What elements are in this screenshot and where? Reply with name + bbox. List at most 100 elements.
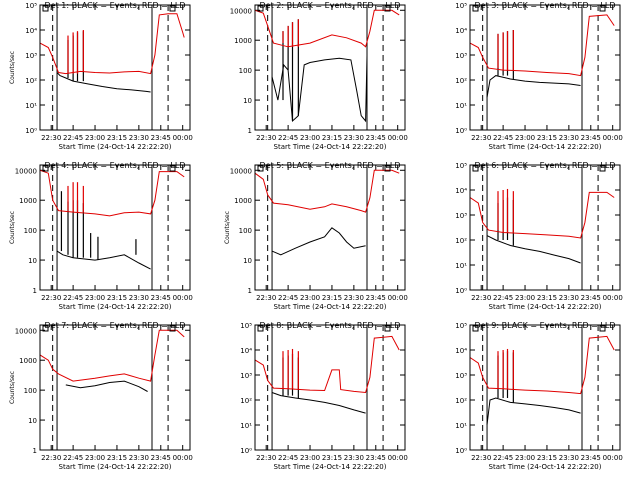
panel-det-1: Det 1: BLACK = Events, RED = LLD10⁰10¹10… [9, 1, 193, 151]
x-tick-label: 22:45 [278, 454, 298, 462]
x-tick-label: 23:45 [151, 134, 171, 142]
y-tick-label: 10³ [25, 52, 37, 60]
x-axis-label: Start Time (24-Oct-14 22:22:20) [59, 143, 172, 151]
series-lld-line [39, 169, 185, 217]
series-events-line [271, 227, 366, 256]
y-tick-label: 100 [24, 227, 37, 235]
x-axis-label: Start Time (24-Oct-14 22:22:20) [274, 303, 387, 311]
x-tick-label: 23:00 [85, 294, 105, 302]
x-tick-label: 23:15 [107, 134, 127, 142]
x-axis-label: Start Time (24-Oct-14 22:22:20) [274, 143, 387, 151]
y-tick-label: 10³ [455, 372, 467, 380]
y-tick-label: 10000 [230, 167, 252, 175]
corner-marker-box [42, 165, 49, 172]
panel-det-5: Det 5: BLACK = Events, RED = LLD11010010… [224, 161, 408, 311]
corner-marker-box [384, 325, 391, 332]
series-events-line [65, 380, 148, 392]
x-tick-label: 23:30 [559, 134, 579, 142]
plot-frame [39, 4, 191, 131]
corner-marker-box [599, 5, 606, 12]
y-tick-label: 10⁰ [455, 127, 467, 135]
x-tick-label: 23:15 [322, 294, 342, 302]
x-tick-label: 22:45 [278, 294, 298, 302]
y-tick-label: 1000 [19, 197, 37, 205]
corner-marker-box [472, 5, 479, 12]
series-lld-line [469, 335, 615, 395]
y-tick-label: 10¹ [25, 102, 37, 110]
corner-marker-box [384, 5, 391, 12]
y-tick-label: 1 [33, 287, 37, 295]
y-tick-label: 1 [33, 447, 37, 455]
x-tick-label: 23:45 [581, 134, 601, 142]
y-tick-label: 10⁰ [240, 447, 252, 455]
x-tick-label: 23:30 [344, 294, 364, 302]
plot-frame [469, 324, 621, 451]
series-lld-line [469, 14, 615, 77]
y-tick-label: 10³ [455, 52, 467, 60]
y-tick-label: 10² [455, 397, 467, 405]
y-tick-label: 10² [25, 77, 37, 85]
y-tick-label: 1000 [234, 197, 252, 205]
x-tick-label: 23:00 [515, 454, 535, 462]
x-tick-label: 23:30 [344, 134, 364, 142]
x-tick-label: 23:45 [151, 294, 171, 302]
series-lld-line [254, 9, 400, 48]
corner-marker-box [599, 165, 606, 172]
panel-det-7: Det 7: BLACK = Events, RED = LLD11010010… [9, 321, 193, 471]
y-tick-label: 10⁴ [455, 347, 467, 355]
x-tick-label: 00:00 [388, 454, 408, 462]
x-tick-label: 23:00 [515, 134, 535, 142]
x-tick-label: 22:45 [63, 454, 83, 462]
x-tick-label: 22:30 [256, 454, 276, 462]
x-tick-label: 22:45 [278, 134, 298, 142]
corner-marker-box [599, 325, 606, 332]
corner-marker-box [169, 325, 176, 332]
panel-det-9: Det 9: BLACK = Events, RED = LLD10⁰10¹10… [455, 321, 623, 471]
x-axis-label: Start Time (24-Oct-14 22:22:20) [59, 463, 172, 471]
y-tick-label: 10000 [15, 167, 37, 175]
x-tick-label: 23:30 [559, 454, 579, 462]
plot-frame [39, 324, 191, 451]
x-tick-label: 23:45 [581, 294, 601, 302]
x-axis-label: Start Time (24-Oct-14 22:22:20) [59, 303, 172, 311]
x-tick-label: 23:00 [515, 294, 535, 302]
y-tick-label: 10⁰ [455, 447, 467, 455]
plot-frame [254, 4, 406, 131]
x-tick-label: 23:15 [537, 454, 557, 462]
series-lld-line [469, 191, 615, 239]
x-tick-label: 23:45 [581, 454, 601, 462]
y-axis-label: Counts/sec [9, 211, 16, 244]
y-tick-label: 10³ [455, 212, 467, 220]
plot-frame [469, 164, 621, 291]
x-tick-label: 23:15 [537, 134, 557, 142]
y-tick-label: 10⁵ [25, 2, 37, 10]
series-events-line [486, 397, 581, 426]
corner-marker-box [257, 325, 264, 332]
x-tick-label: 22:45 [63, 134, 83, 142]
x-tick-label: 23:30 [129, 454, 149, 462]
series-lld-line [254, 335, 400, 394]
y-tick-label: 10⁴ [240, 347, 252, 355]
x-tick-label: 00:00 [388, 134, 408, 142]
y-tick-label: 10 [243, 97, 252, 105]
y-tick-label: 10 [243, 257, 252, 265]
corner-marker-box [42, 5, 49, 12]
x-tick-label: 00:00 [603, 454, 623, 462]
y-axis-label: Counts/sec [9, 371, 16, 404]
corner-marker-box [257, 165, 264, 172]
x-tick-label: 00:00 [603, 294, 623, 302]
panel-det-4: Det 4: BLACK = Events, RED = LLD11010010… [9, 161, 193, 311]
corner-marker-box [257, 5, 264, 12]
y-tick-label: 10¹ [455, 422, 467, 430]
y-tick-label: 1 [248, 127, 252, 135]
x-tick-label: 23:30 [344, 454, 364, 462]
y-tick-label: 10 [28, 417, 37, 425]
x-tick-label: 23:45 [366, 454, 386, 462]
y-tick-label: 1 [248, 287, 252, 295]
y-tick-label: 10000 [15, 327, 37, 335]
x-tick-label: 22:45 [493, 134, 513, 142]
x-tick-label: 22:30 [471, 134, 491, 142]
x-tick-label: 23:15 [107, 294, 127, 302]
x-tick-label: 22:45 [493, 454, 513, 462]
